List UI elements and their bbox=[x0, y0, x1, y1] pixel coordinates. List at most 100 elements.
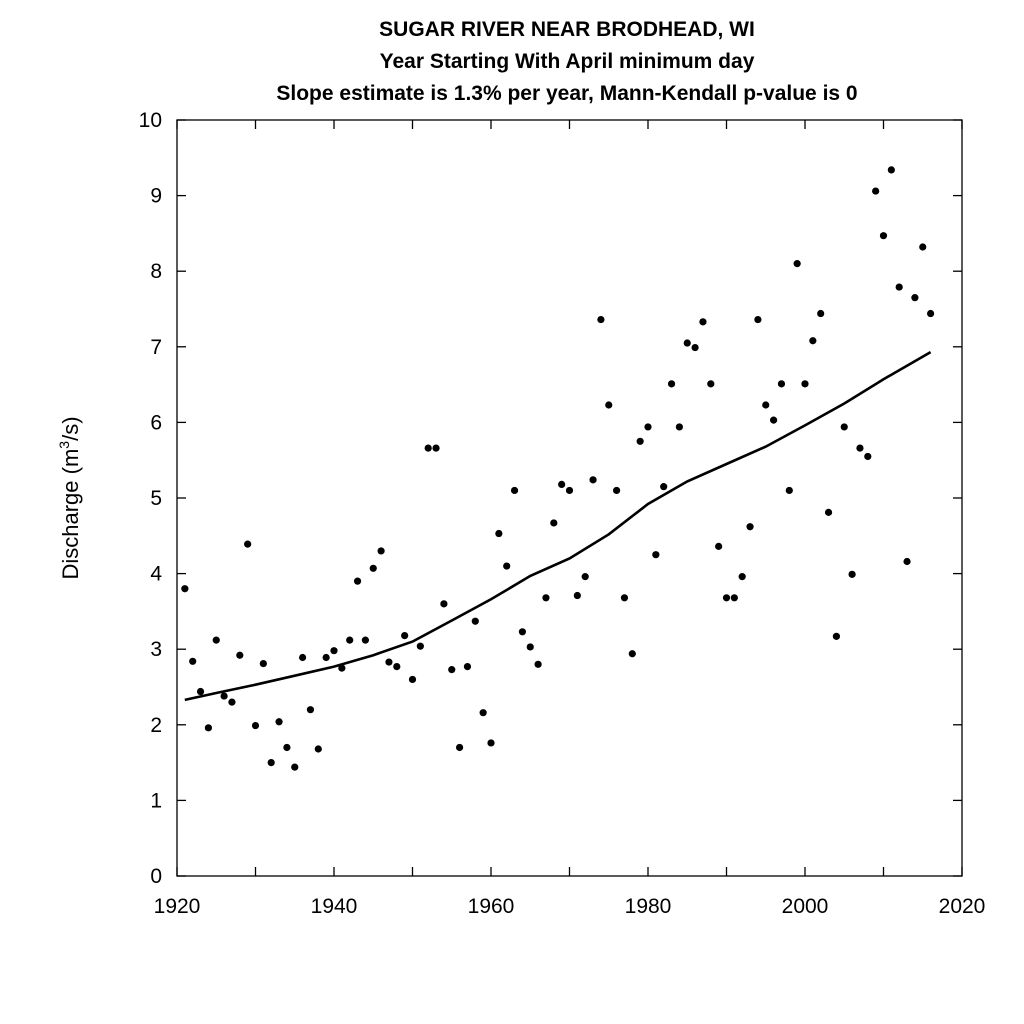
data-point bbox=[636, 437, 644, 445]
data-point bbox=[369, 564, 377, 572]
data-point bbox=[840, 423, 848, 431]
data-point bbox=[408, 675, 417, 684]
data-point bbox=[919, 243, 927, 251]
data-point bbox=[683, 339, 691, 347]
data-point bbox=[189, 657, 197, 665]
data-point bbox=[377, 547, 385, 555]
data-point bbox=[903, 557, 911, 566]
data-point bbox=[181, 585, 189, 593]
data-point bbox=[589, 476, 597, 484]
y-axis-label: Discharge (m3/s) bbox=[56, 416, 83, 579]
data-point bbox=[440, 600, 448, 608]
data-point bbox=[715, 542, 723, 550]
data-point bbox=[667, 380, 676, 388]
y-tick-label: 0 bbox=[150, 865, 162, 888]
data-point bbox=[872, 187, 880, 195]
data-point bbox=[550, 519, 558, 527]
data-point bbox=[824, 508, 833, 516]
data-point bbox=[581, 573, 589, 581]
data-point bbox=[251, 721, 260, 730]
data-point bbox=[573, 591, 581, 600]
data-point bbox=[746, 523, 754, 531]
data-point bbox=[558, 480, 566, 488]
data-point bbox=[495, 529, 503, 538]
y-tick-label: 10 bbox=[139, 109, 162, 132]
data-point bbox=[393, 662, 401, 671]
chart-subtitle-slope: Slope estimate is 1.3% per year, Mann-Ke… bbox=[276, 82, 857, 105]
data-point bbox=[675, 423, 684, 431]
y-tick-label: 6 bbox=[150, 411, 162, 434]
data-point bbox=[597, 315, 605, 324]
data-point bbox=[259, 659, 267, 668]
data-point bbox=[526, 643, 534, 651]
data-point bbox=[518, 628, 527, 636]
y-tick-label: 4 bbox=[150, 563, 162, 586]
data-point bbox=[542, 594, 550, 602]
data-point bbox=[770, 416, 778, 424]
x-tick-label: 1980 bbox=[625, 895, 672, 918]
data-point bbox=[801, 380, 809, 388]
data-point bbox=[503, 562, 511, 570]
data-point bbox=[385, 658, 393, 666]
data-point bbox=[456, 743, 464, 752]
data-point bbox=[196, 687, 205, 696]
data-point bbox=[817, 309, 825, 318]
data-point bbox=[432, 444, 440, 452]
data-point bbox=[299, 653, 307, 662]
data-point bbox=[424, 444, 432, 452]
data-point bbox=[204, 724, 212, 732]
data-point bbox=[275, 718, 283, 726]
x-tick-label: 1960 bbox=[468, 895, 515, 918]
data-point bbox=[306, 706, 315, 714]
data-point bbox=[463, 662, 472, 671]
data-point bbox=[848, 570, 856, 578]
y-tick-label: 5 bbox=[150, 487, 162, 510]
y-axis: 0 1 2 3 4 5 6 7 8 9 10 bbox=[139, 109, 962, 888]
chart-title: SUGAR RIVER NEAR BRODHEAD, WI bbox=[379, 18, 755, 41]
data-point bbox=[911, 294, 919, 302]
data-point bbox=[691, 343, 699, 352]
data-points bbox=[181, 166, 935, 771]
data-point bbox=[534, 660, 542, 668]
data-point bbox=[220, 692, 228, 700]
data-point bbox=[660, 483, 668, 491]
data-point bbox=[793, 260, 801, 268]
x-tick-label: 2000 bbox=[782, 895, 829, 918]
data-point bbox=[809, 337, 817, 345]
x-axis: 1920 1940 1960 1980 2000 2020 bbox=[154, 120, 986, 918]
data-point bbox=[722, 594, 731, 602]
data-point bbox=[479, 709, 487, 717]
data-point bbox=[346, 636, 354, 644]
x-tick-label: 1920 bbox=[154, 895, 201, 918]
data-point bbox=[448, 666, 456, 674]
data-point bbox=[730, 594, 738, 602]
trend-line bbox=[184, 350, 932, 702]
data-point bbox=[738, 573, 746, 581]
data-point bbox=[338, 664, 346, 672]
data-point bbox=[330, 647, 338, 655]
data-point bbox=[314, 745, 322, 753]
data-point bbox=[699, 318, 707, 326]
data-point bbox=[864, 452, 872, 461]
data-point bbox=[236, 651, 244, 659]
y-axis-label-main: Discharge (m bbox=[58, 449, 83, 580]
data-point bbox=[785, 486, 793, 495]
y-tick-label: 8 bbox=[150, 260, 162, 283]
data-point bbox=[832, 632, 841, 640]
data-point bbox=[416, 642, 424, 650]
data-point bbox=[212, 636, 220, 644]
data-point bbox=[644, 423, 652, 431]
data-point bbox=[228, 698, 236, 706]
y-tick-label: 3 bbox=[150, 638, 162, 661]
x-tick-label: 2020 bbox=[939, 895, 986, 918]
y-tick-label: 9 bbox=[150, 185, 162, 208]
data-point bbox=[762, 401, 770, 409]
y-axis-label-unit: /s) bbox=[58, 416, 83, 440]
data-point bbox=[291, 763, 299, 771]
data-point bbox=[605, 401, 613, 409]
data-point bbox=[754, 315, 762, 324]
data-point bbox=[267, 759, 275, 767]
data-point bbox=[927, 309, 935, 318]
data-point bbox=[283, 743, 291, 752]
